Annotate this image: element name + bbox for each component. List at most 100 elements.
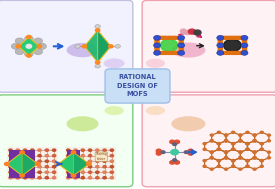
Circle shape bbox=[224, 140, 227, 142]
Circle shape bbox=[164, 51, 168, 54]
Circle shape bbox=[246, 143, 249, 145]
Circle shape bbox=[156, 152, 161, 155]
Circle shape bbox=[224, 151, 227, 153]
Circle shape bbox=[170, 161, 175, 164]
Circle shape bbox=[103, 149, 106, 151]
Circle shape bbox=[253, 140, 256, 142]
Circle shape bbox=[81, 177, 84, 179]
Circle shape bbox=[88, 149, 92, 151]
Ellipse shape bbox=[104, 58, 125, 68]
Circle shape bbox=[239, 151, 242, 153]
Circle shape bbox=[239, 134, 242, 136]
FancyBboxPatch shape bbox=[67, 150, 80, 178]
Circle shape bbox=[81, 166, 84, 168]
Circle shape bbox=[221, 36, 226, 39]
Circle shape bbox=[224, 36, 229, 39]
Circle shape bbox=[164, 36, 168, 39]
Circle shape bbox=[34, 38, 43, 44]
Circle shape bbox=[232, 143, 235, 145]
Circle shape bbox=[260, 143, 263, 145]
Circle shape bbox=[267, 151, 270, 153]
Circle shape bbox=[173, 143, 177, 146]
Circle shape bbox=[267, 134, 270, 136]
Circle shape bbox=[218, 46, 222, 49]
Circle shape bbox=[217, 160, 220, 162]
Circle shape bbox=[224, 151, 227, 153]
Circle shape bbox=[96, 160, 99, 162]
Circle shape bbox=[88, 171, 92, 173]
Text: RATIONAL
DESIGN OF
MOFS: RATIONAL DESIGN OF MOFS bbox=[117, 74, 158, 98]
Circle shape bbox=[81, 160, 84, 162]
Circle shape bbox=[227, 51, 232, 54]
Circle shape bbox=[246, 148, 249, 150]
Circle shape bbox=[179, 41, 183, 44]
Circle shape bbox=[115, 44, 120, 48]
Circle shape bbox=[53, 160, 56, 162]
Circle shape bbox=[218, 36, 222, 39]
Circle shape bbox=[173, 51, 177, 54]
Circle shape bbox=[167, 36, 171, 39]
Circle shape bbox=[246, 160, 249, 162]
Circle shape bbox=[9, 155, 12, 157]
Circle shape bbox=[179, 36, 183, 39]
Circle shape bbox=[239, 140, 242, 142]
Circle shape bbox=[242, 36, 247, 39]
Circle shape bbox=[242, 39, 247, 42]
Circle shape bbox=[242, 51, 247, 54]
Circle shape bbox=[188, 29, 196, 34]
Circle shape bbox=[103, 160, 106, 162]
Circle shape bbox=[232, 165, 235, 167]
Circle shape bbox=[9, 177, 12, 179]
Circle shape bbox=[179, 39, 183, 42]
Circle shape bbox=[45, 160, 48, 162]
Circle shape bbox=[26, 44, 32, 48]
Circle shape bbox=[267, 140, 270, 142]
Circle shape bbox=[217, 160, 220, 162]
Circle shape bbox=[210, 151, 213, 153]
Circle shape bbox=[38, 171, 41, 173]
Circle shape bbox=[88, 155, 92, 157]
Circle shape bbox=[232, 143, 235, 145]
Circle shape bbox=[179, 51, 183, 54]
Circle shape bbox=[88, 177, 92, 179]
Circle shape bbox=[153, 50, 161, 55]
Circle shape bbox=[217, 148, 220, 150]
Circle shape bbox=[236, 51, 241, 54]
Circle shape bbox=[253, 157, 256, 159]
Circle shape bbox=[82, 45, 87, 48]
Circle shape bbox=[170, 36, 174, 39]
Circle shape bbox=[74, 149, 77, 151]
Circle shape bbox=[246, 165, 249, 167]
Circle shape bbox=[16, 160, 20, 162]
Circle shape bbox=[232, 160, 235, 162]
Circle shape bbox=[161, 51, 165, 54]
Text: Sharing
Linker: Sharing Linker bbox=[95, 152, 107, 161]
Circle shape bbox=[246, 143, 249, 145]
Circle shape bbox=[218, 44, 222, 47]
Circle shape bbox=[67, 177, 70, 179]
Circle shape bbox=[217, 148, 220, 150]
Circle shape bbox=[218, 39, 222, 42]
Circle shape bbox=[81, 155, 84, 157]
Circle shape bbox=[38, 166, 41, 168]
Circle shape bbox=[35, 162, 40, 166]
Ellipse shape bbox=[67, 116, 98, 131]
Circle shape bbox=[239, 140, 242, 142]
Circle shape bbox=[27, 36, 31, 39]
Circle shape bbox=[242, 41, 247, 44]
Circle shape bbox=[253, 151, 256, 153]
Circle shape bbox=[232, 165, 235, 167]
Circle shape bbox=[230, 36, 235, 39]
Circle shape bbox=[217, 35, 224, 40]
Circle shape bbox=[232, 148, 235, 150]
Circle shape bbox=[260, 148, 263, 150]
Circle shape bbox=[176, 36, 180, 39]
Circle shape bbox=[20, 151, 24, 154]
Circle shape bbox=[217, 131, 220, 133]
Circle shape bbox=[9, 166, 12, 168]
Circle shape bbox=[217, 50, 224, 55]
Circle shape bbox=[24, 36, 33, 42]
Circle shape bbox=[210, 168, 213, 170]
Circle shape bbox=[155, 49, 159, 52]
Circle shape bbox=[239, 151, 242, 153]
